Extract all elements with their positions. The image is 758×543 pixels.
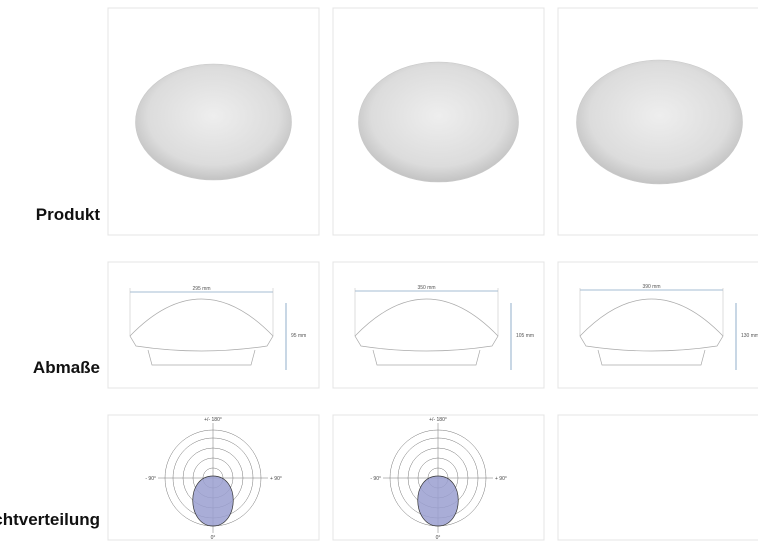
row-label: Abmaße [33, 358, 100, 377]
cell-frame [557, 261, 758, 389]
dim-height-label: 105 mm [516, 333, 534, 339]
polar-top-label: +/- 180° [429, 417, 447, 423]
dim-width-label: 390 mm [642, 284, 660, 290]
polar-diagram: +/- 180° - 90° + 90° 0° [145, 417, 282, 541]
polar-left-label: - 90° [370, 476, 381, 482]
polar-bottom-label: 0° [211, 535, 216, 541]
lamp-outline [579, 298, 724, 366]
cell-frame [557, 414, 758, 541]
polar-bottom-label: 0° [436, 535, 441, 541]
cell-frame [107, 261, 320, 389]
dimension-drawing: 350 mm 105 mm [354, 285, 534, 370]
polar-top-label: +/- 180° [204, 417, 222, 423]
cell-frame [332, 414, 545, 541]
cell-frame [107, 7, 320, 236]
dim-height-label: 130 mm [741, 333, 758, 339]
light-distribution [192, 475, 234, 527]
dim-width-label: 295 mm [192, 286, 210, 292]
dim-height-label: 95 mm [291, 333, 306, 339]
cell-frame [332, 261, 545, 389]
polar-right-label: + 90° [495, 476, 507, 482]
light-distribution [417, 475, 459, 527]
polar-left-label: - 90° [145, 476, 156, 482]
polar-right-label: + 90° [270, 476, 282, 482]
lamp-outline [129, 298, 274, 366]
dim-width-label: 350 mm [417, 285, 435, 291]
product-image [135, 63, 292, 181]
cell-frame [557, 7, 758, 236]
row-label: Produkt [36, 205, 101, 224]
cell-frame [107, 414, 320, 541]
lamp-outline [354, 298, 499, 366]
product-image [358, 61, 519, 183]
product-image [576, 59, 743, 185]
cell-frame [332, 7, 545, 236]
row-label: Lichtverteilung [0, 510, 100, 529]
polar-diagram: +/- 180° - 90° + 90° 0° [370, 417, 507, 541]
dimension-drawing: 295 mm 95 mm [129, 286, 306, 370]
dimension-drawing: 390 mm 130 mm [579, 284, 758, 370]
